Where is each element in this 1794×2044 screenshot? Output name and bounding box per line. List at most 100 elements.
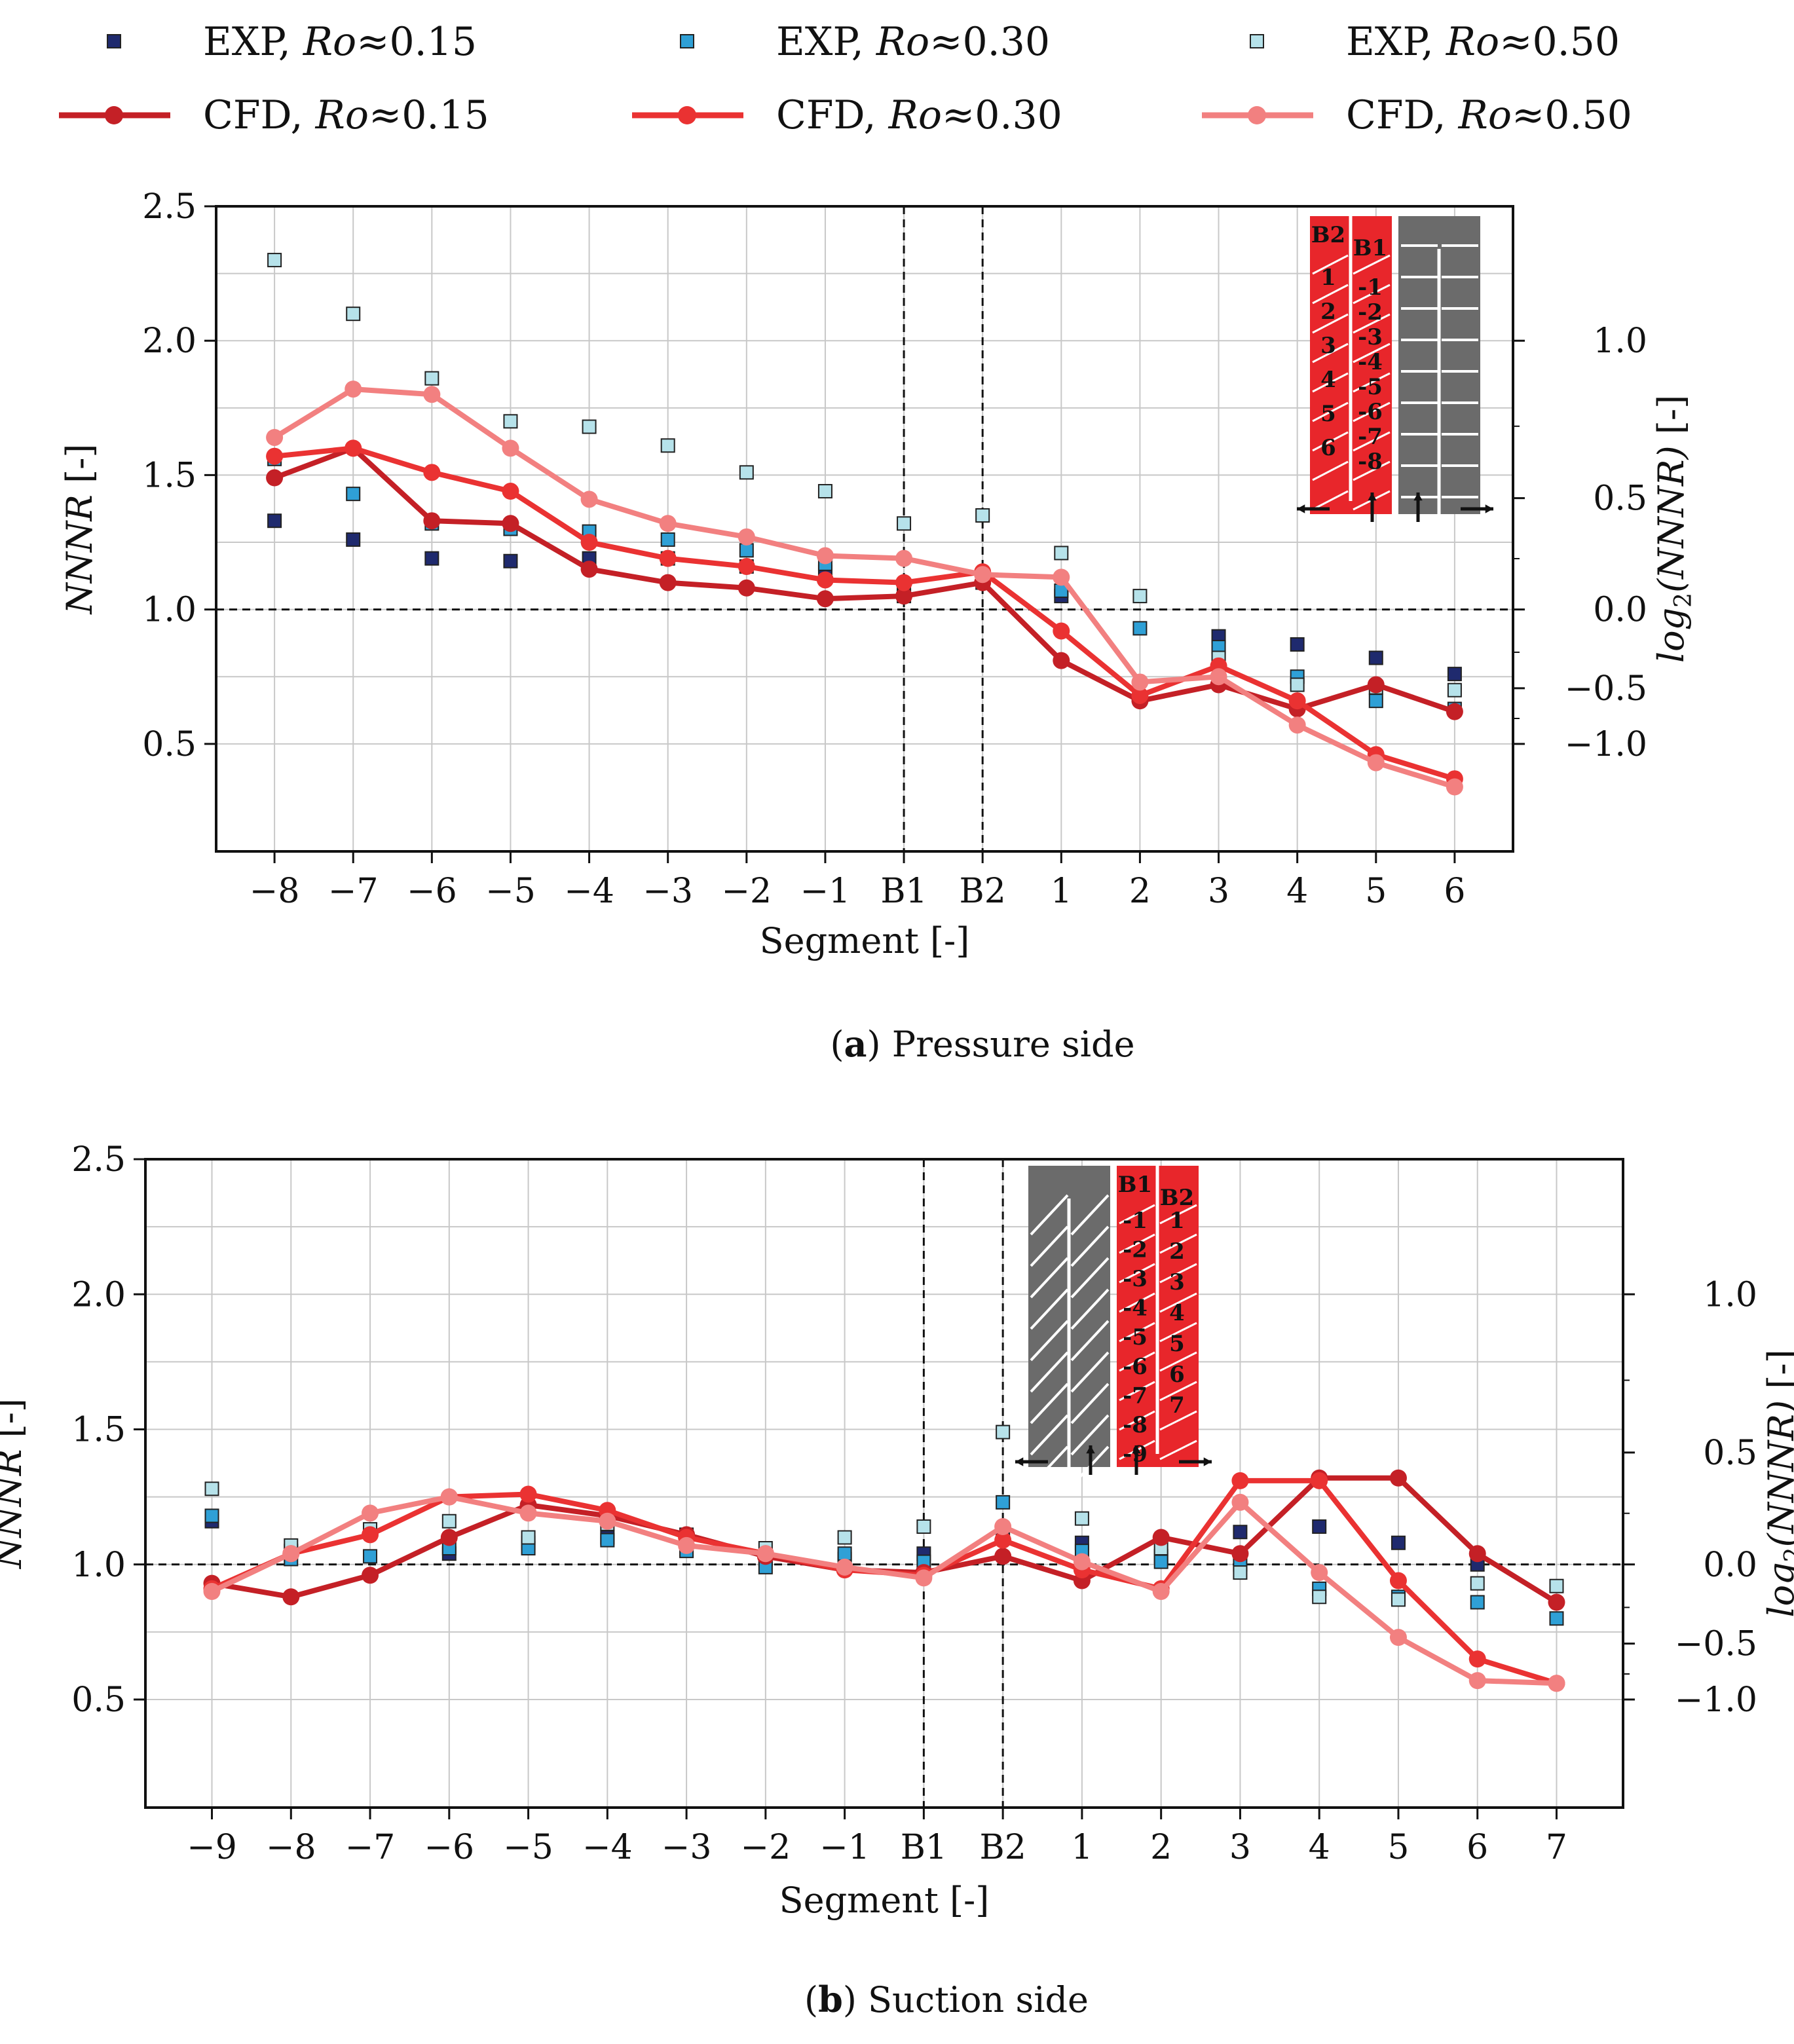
x-tick-label: 5 (1365, 872, 1387, 911)
inset-segment-label: 5 (1320, 401, 1336, 427)
data-point-square (503, 553, 518, 568)
y2-label-unit: [-] (1651, 395, 1692, 446)
data-point-square (1470, 1576, 1485, 1591)
data-point-square (503, 414, 518, 429)
inset-segment-label: 6 (1169, 1362, 1185, 1388)
legend-value: ≈0.50 (1499, 19, 1620, 65)
data-point-square (996, 1495, 1011, 1510)
legend-kind: CFD, (776, 92, 889, 138)
data-point-circle (738, 528, 755, 546)
y2-tick-label: 0.0 (1703, 1546, 1757, 1585)
rib-line (1119, 1263, 1155, 1284)
legend-value: ≈0.15 (356, 19, 477, 65)
rib-line (1312, 401, 1349, 422)
caption-open: ( (804, 1979, 818, 2020)
x-tick-label: 7 (1546, 1828, 1567, 1867)
data-point-square (837, 1530, 852, 1545)
y-tick-label: 1.5 (142, 456, 196, 495)
x-axis-label: Segment [-] (760, 920, 970, 961)
data-point-circle (895, 574, 913, 591)
data-point-circle (1468, 1545, 1486, 1563)
inset-segment-label: 1 (1169, 1208, 1185, 1234)
y2-tick-label: 0.5 (1593, 479, 1647, 519)
x-tick-label: 1 (1051, 872, 1072, 911)
legend-marker-square (1250, 34, 1264, 48)
data-point-square (582, 419, 597, 434)
y2-tick-label: −0.5 (1675, 1625, 1757, 1664)
series-line (273, 386, 1456, 790)
data-point-circle (1311, 1564, 1328, 1582)
caption-letter: a (844, 1023, 867, 1065)
data-point-circle (1073, 1553, 1091, 1570)
data-point-circle (816, 590, 834, 608)
inset-segment-label: -2 (1123, 1237, 1148, 1263)
data-point-square (1368, 694, 1383, 709)
legend-kind: EXP, (1346, 19, 1446, 65)
inset-segment-label: 3 (1169, 1269, 1185, 1295)
legend-ro: Ro (315, 92, 369, 138)
series-line (274, 445, 1456, 782)
data-point-square (837, 1546, 852, 1561)
series-cfd (203, 1469, 1565, 1611)
data-point-circle (1152, 1529, 1170, 1546)
data-point-circle (1053, 622, 1070, 640)
x-tick-label: 3 (1208, 872, 1229, 911)
series-exp (267, 253, 1462, 697)
data-point-square (1447, 667, 1462, 682)
data-point-circle (502, 515, 519, 532)
data-point-square (897, 516, 912, 531)
data-point-circle (816, 547, 834, 565)
series-line (210, 1477, 1558, 1686)
data-point-circle (738, 557, 755, 575)
data-point-circle (266, 428, 284, 446)
legend-label: CFD, Ro≈0.15 (203, 92, 489, 138)
legend-label: EXP, Ro≈0.50 (1346, 19, 1620, 65)
rib-line (1159, 1440, 1197, 1460)
rib-line (1030, 1383, 1069, 1424)
inset-segment-label: 3 (1320, 333, 1336, 359)
data-point-circle (1468, 1650, 1486, 1668)
data-point-circle (895, 549, 913, 567)
rib-line (1159, 1263, 1197, 1284)
x-tick-label: 6 (1444, 872, 1465, 911)
legend-ro: Ro (888, 92, 942, 138)
data-point-square (1312, 1519, 1327, 1534)
rib-line (1159, 1233, 1197, 1254)
rib-line (1353, 460, 1391, 481)
flow-arrow-head (1297, 504, 1305, 513)
data-point-circle (1231, 1493, 1249, 1511)
data-point-square (1549, 1578, 1564, 1593)
rib-line (1030, 1320, 1069, 1362)
series-cfd (266, 381, 1463, 796)
inset-segment-label: 1 (1320, 265, 1336, 291)
legend-kind: CFD, (203, 92, 316, 138)
x-tick-label: 3 (1229, 1828, 1251, 1867)
legend-label: CFD, Ro≈0.50 (1346, 92, 1632, 138)
y-axis-label: NNNR [-] (59, 444, 100, 616)
data-point-circle (915, 1569, 933, 1587)
data-point-square (660, 532, 675, 547)
rib-line (1353, 313, 1391, 334)
y2-label-log: log (1761, 1562, 1794, 1617)
rib-line (1353, 401, 1391, 422)
flow-arrow-head (1132, 1445, 1141, 1454)
data-point-circle (659, 515, 677, 532)
plot-frame (215, 205, 1514, 853)
legend-marker-square (680, 34, 694, 48)
y2-tick-label: −1.0 (1675, 1681, 1757, 1720)
data-point-square (1391, 1535, 1406, 1550)
rib-line (1353, 431, 1391, 452)
data-point-square (346, 487, 361, 502)
data-point-circle (423, 464, 441, 481)
inset-segment-label: 4 (1320, 367, 1336, 393)
rib-line (1312, 460, 1349, 481)
rib-line (1030, 1194, 1069, 1236)
x-tick-label: −3 (643, 872, 693, 911)
y-axis-right: −1.0 −0.5 0.0 0.5 1.0 (1513, 322, 1647, 764)
caption-text: ) Suction side (843, 1979, 1089, 2020)
inset-segment-label: -2 (1358, 299, 1383, 325)
y2-label-sub: 2 (1670, 593, 1697, 608)
data-point-square (346, 532, 361, 547)
inset-segment-label: -7 (1358, 424, 1383, 450)
